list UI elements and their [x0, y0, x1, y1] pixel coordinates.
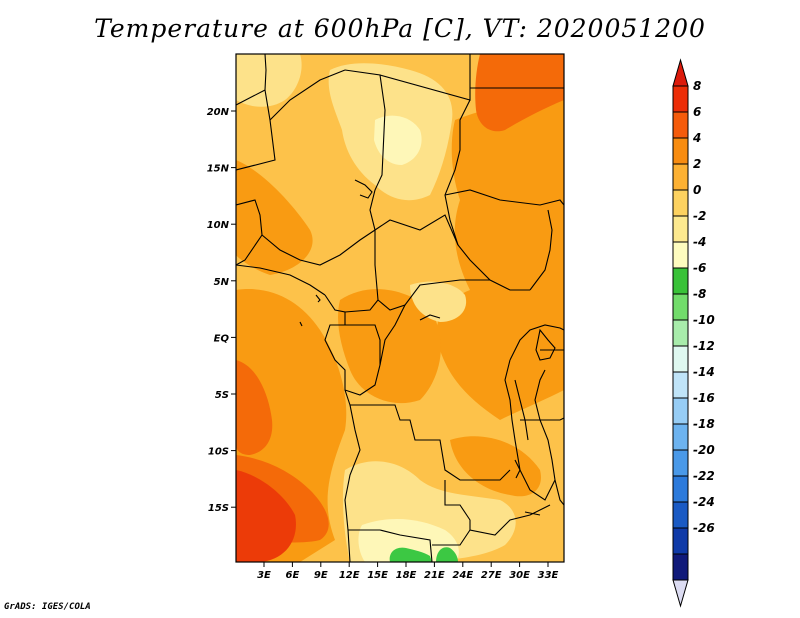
x-tick-label: 33E [538, 570, 559, 581]
map-plot-area [236, 54, 564, 562]
colorbar-segment [672, 163, 689, 191]
colorbar-segment [672, 111, 689, 139]
colorbar-label: -14 [693, 365, 715, 379]
colorbar-bottom-arrow [672, 579, 689, 608]
x-tick-label: 24E [452, 570, 473, 581]
colorbar-segment [672, 241, 689, 269]
warm-region-north-west [236, 160, 313, 275]
warm-region-central [338, 289, 441, 404]
colorbar-label: -2 [693, 209, 706, 223]
warm-region-east [436, 95, 564, 420]
x-tick-label: 21E [424, 570, 445, 581]
country-borders [236, 54, 564, 562]
cool-patch-central [410, 281, 467, 322]
x-tick-label: 6E [286, 570, 300, 581]
map-title: Temperature at 600hPa [C], VT: 202005120… [94, 14, 706, 43]
x-tick-label: 27E [481, 570, 502, 581]
colorbar-segment [672, 527, 689, 555]
colorbar-segment [672, 397, 689, 425]
y-tick-label: 5N [214, 277, 230, 288]
colorbar-label: -8 [693, 287, 706, 301]
colorbar-label: 2 [693, 157, 701, 171]
hottest-region-southwest [236, 470, 296, 562]
map-frame [235, 53, 565, 563]
colorbar-segment [672, 215, 689, 243]
colorbar: 8 6 4 2 0 -2 -4 -6 -8 -10 -12 -14 -16 -18 -20 -22 -24 -26 [672, 58, 715, 608]
colorbar-segment [672, 137, 689, 165]
colorbar-segment [672, 293, 689, 321]
cooler-region-southern-africa [358, 518, 459, 562]
hot-region-northeast [475, 54, 564, 132]
x-tick-label: 3E [257, 570, 271, 581]
colorbar-segment [672, 345, 689, 373]
warm-region-lake [450, 436, 541, 497]
colorbar-label: 4 [692, 131, 701, 145]
credit-label: GrADS: IGES/COLA [4, 602, 91, 612]
x-tick-label: 30E [509, 570, 530, 581]
colorbar-top-arrow [672, 58, 689, 87]
y-tick-label: 10S [208, 447, 229, 458]
y-tick-label: 15N [207, 164, 230, 175]
colorbar-segment [672, 85, 689, 113]
y-tick-label: 15S [208, 503, 229, 514]
y-tick-label: 20N [207, 107, 230, 118]
x-tick-label: 18E [396, 570, 417, 581]
y-tick-label: 5S [215, 390, 229, 401]
colorbar-segment [672, 501, 689, 529]
cool-region-north-west [236, 54, 302, 107]
colorbar-label: -20 [693, 443, 715, 457]
colorbar-label: -4 [693, 235, 706, 249]
colorbar-label: 6 [693, 105, 701, 119]
colorbar-label: -6 [693, 261, 706, 275]
cooler-region-sahara [374, 115, 422, 165]
y-axis: 20N 15N 10N 5N EQ 5S 10S 15S [207, 107, 236, 514]
colorbar-segment [672, 475, 689, 503]
y-tick-label: 10N [207, 220, 230, 231]
x-tick-label: 9E [314, 570, 328, 581]
colorbar-label: 8 [693, 79, 701, 93]
colorbar-segment [672, 319, 689, 347]
cold-spot-2 [436, 547, 458, 562]
colorbar-segment [672, 423, 689, 451]
colorbar-segment [672, 189, 689, 217]
y-tick-label: EQ [214, 333, 230, 344]
colorbar-label: 0 [693, 183, 701, 197]
colorbar-label: -26 [693, 521, 715, 535]
colorbar-label: -10 [693, 313, 715, 327]
colorbar-segment [672, 267, 689, 295]
colorbar-segment [672, 371, 689, 399]
colorbar-segment [672, 553, 689, 581]
colorbar-label: -24 [693, 495, 715, 509]
colorbar-label: -12 [693, 339, 715, 353]
x-axis: 3E 6E 9E 12E 15E 18E 21E 24E 27E 30E 33E [257, 562, 559, 581]
hot-region-southwest [236, 360, 273, 455]
colorbar-label: -16 [693, 391, 715, 405]
colorbar-label: -22 [693, 469, 715, 483]
colorbar-segment [672, 449, 689, 477]
x-tick-label: 15E [367, 570, 388, 581]
colorbar-label: -18 [693, 417, 715, 431]
x-tick-label: 12E [339, 570, 360, 581]
cold-spot-1 [389, 547, 432, 562]
